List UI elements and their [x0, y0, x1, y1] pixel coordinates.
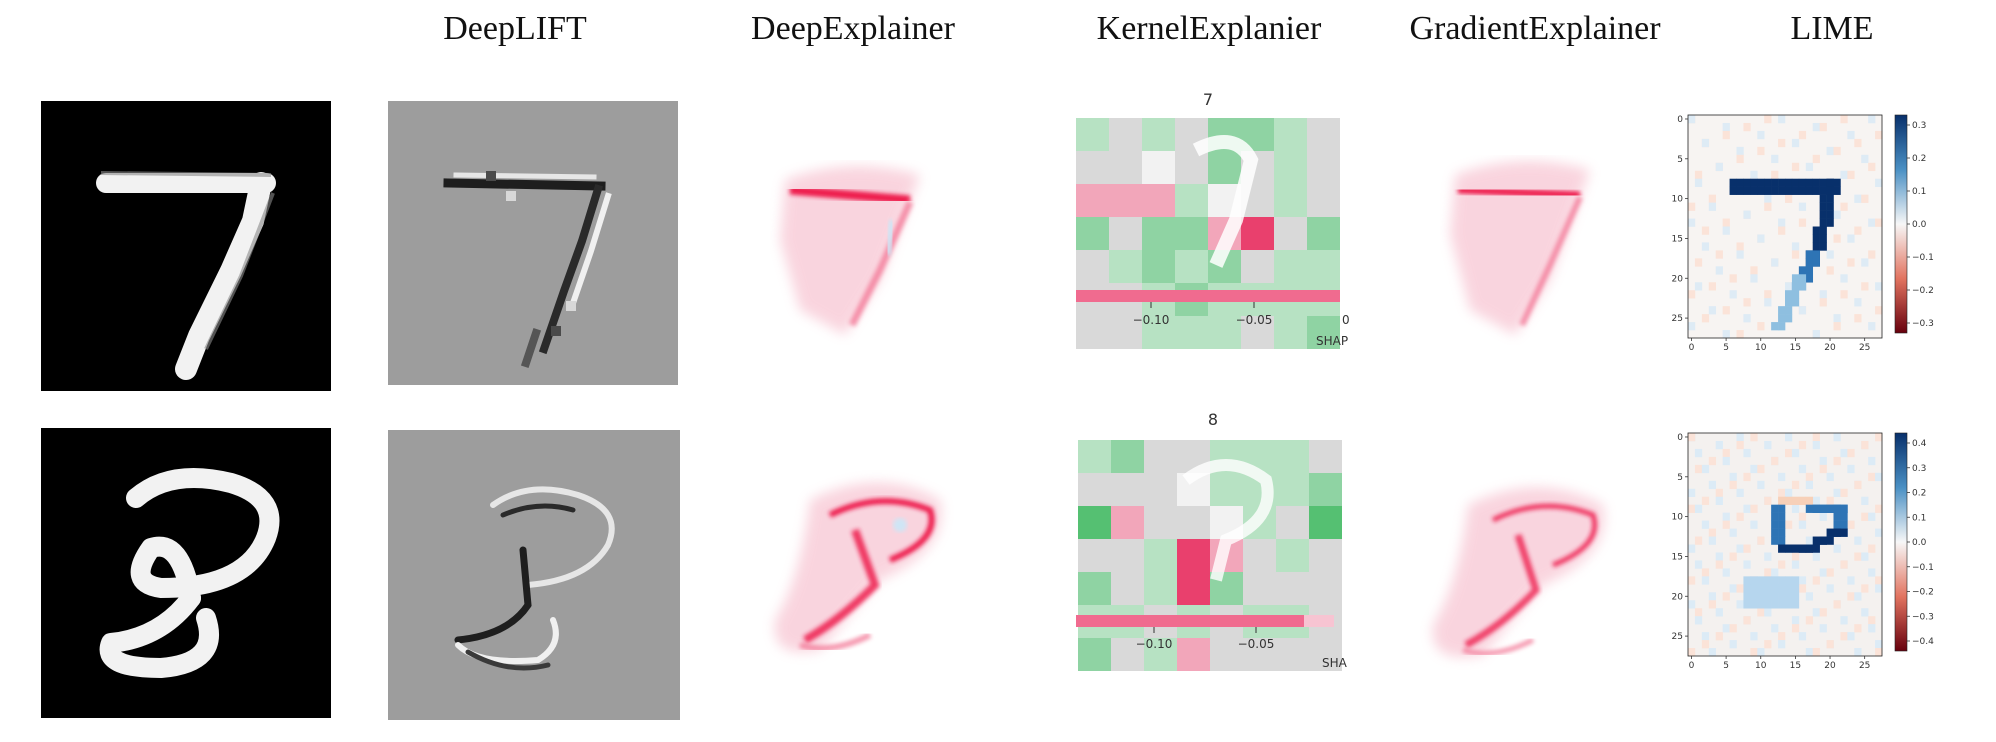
- row1-lime-colorbar-ticks: 0.3 0.2 0.1 0.0 −0.1 −0.2 −0.3: [1907, 121, 1934, 329]
- row2-kernel-xtick-1: −0.10: [1136, 637, 1173, 651]
- colorbar-tick: 0.0: [1912, 220, 1927, 230]
- colorbar-tick: −0.2: [1912, 588, 1934, 598]
- lime-ytick: 15: [1672, 234, 1683, 244]
- lime-ytick: 0: [1677, 115, 1683, 125]
- lime-xtick: 20: [1824, 343, 1836, 350]
- lime-xtick: 15: [1790, 343, 1801, 350]
- row2-input-digit-image: [41, 428, 331, 718]
- row1-lime-map: 0 0 5 5 10 10 15 15 20 20 25 25 0.3 0.2 0.1 0.0 −0.1 −0.…: [1660, 110, 1935, 350]
- lime-ytick: 10: [1672, 513, 1684, 523]
- row1-kernel-xtick-2: −0.05: [1236, 313, 1273, 327]
- row1-kernelexplainer-map: 7 −0.10 −0.05 0 SHAP: [1076, 90, 1356, 366]
- lime-xtick: 5: [1723, 343, 1729, 350]
- row1-lime-colorbar: [1894, 114, 1908, 334]
- header-lime: LIME: [1790, 10, 1874, 47]
- row1-lime-axis-ticks: 0 0 5 5 10 10 15 15 20 20 25 25: [1672, 115, 1871, 350]
- lime-xtick: 15: [1790, 661, 1801, 668]
- row1-kernel-xlabel: SHAP: [1316, 334, 1348, 348]
- lime-xtick: 0: [1689, 661, 1695, 668]
- row1-kernel-xtick-1: −0.10: [1133, 313, 1170, 327]
- lime-xtick: 0: [1689, 343, 1695, 350]
- lime-xtick: 25: [1859, 343, 1870, 350]
- colorbar-tick: 0.0: [1912, 538, 1927, 548]
- colorbar-tick: 0.1: [1912, 187, 1926, 197]
- lime-ytick: 25: [1672, 632, 1683, 642]
- colorbar-tick: 0.4: [1912, 439, 1927, 449]
- colorbar-tick: −0.3: [1912, 612, 1934, 622]
- lime-xtick: 20: [1824, 661, 1836, 668]
- lime-xtick: 25: [1859, 661, 1870, 668]
- lime-ytick: 5: [1677, 155, 1683, 165]
- row2-kernelexplainer-map: 8 −0.10 −0.05 SHA: [1076, 410, 1366, 690]
- colorbar-tick: 0.2: [1912, 489, 1926, 499]
- colorbar-tick: −0.4: [1912, 637, 1934, 647]
- lime-ytick: 20: [1672, 274, 1684, 284]
- colorbar-tick: 0.3: [1912, 464, 1926, 474]
- header-deepexplainer: DeepExplainer: [751, 10, 955, 47]
- header-gradientexplainer: GradientExplainer: [1409, 10, 1661, 47]
- lime-ytick: 10: [1672, 195, 1684, 205]
- row2-kernel-superpixel-grid: [1078, 440, 1342, 671]
- colorbar-tick: −0.1: [1912, 563, 1934, 573]
- lime-xtick: 5: [1723, 661, 1729, 668]
- row2-lime-colorbar: [1894, 432, 1908, 652]
- lime-ytick: 20: [1672, 592, 1684, 602]
- lime-ytick: 5: [1677, 473, 1683, 483]
- lime-xtick: 10: [1755, 661, 1767, 668]
- row2-kernel-xlabel: SHA: [1322, 656, 1348, 670]
- row1-input-digit-image: [41, 101, 331, 391]
- row2-kernel-xtick-2: −0.05: [1238, 637, 1275, 651]
- colorbar-tick: 0.2: [1912, 154, 1926, 164]
- lime-xtick: 10: [1755, 343, 1767, 350]
- row2-lime-colorbar-ticks: 0.4 0.3 0.2 0.1 0.0 −0.1 −0.2 −0.3 −0.4: [1907, 439, 1934, 647]
- colorbar-tick: 0.3: [1912, 121, 1926, 131]
- colorbar-tick: −0.1: [1912, 253, 1934, 263]
- row1-gradientexplainer-map: [1440, 155, 1610, 345]
- header-deeplift: DeepLIFT: [443, 10, 587, 47]
- lime-ytick: 0: [1677, 433, 1683, 443]
- row1-deeplift-map: [386, 101, 678, 385]
- row2-deepexplainer-map: [760, 470, 955, 675]
- row1-deepexplainer-map: [770, 160, 945, 345]
- colorbar-tick: 0.1: [1912, 513, 1926, 523]
- row2-lime-map: 0 0 5 5 10 10 15 15 20 20 25 25 0.4 0.3 0.2 0.1 0.0 −0.1…: [1660, 428, 1935, 668]
- colorbar-tick: −0.3: [1912, 319, 1934, 329]
- lime-ytick: 15: [1672, 552, 1683, 562]
- row2-kernel-title: 8: [1208, 410, 1218, 429]
- row1-kernel-superpixel-grid: [1076, 118, 1340, 349]
- row2-lime-axis-ticks: 0 0 5 5 10 10 15 15 20 20 25 25: [1672, 433, 1871, 668]
- lime-ytick: 25: [1672, 314, 1683, 324]
- row1-kernel-xtick-3: 0: [1342, 313, 1350, 327]
- row2-deeplift-map: [388, 430, 680, 720]
- row1-kernel-title: 7: [1203, 90, 1213, 109]
- colorbar-tick: −0.2: [1912, 286, 1934, 296]
- row2-gradientexplainer-map: [1418, 475, 1618, 675]
- header-kernelexplainer: KernelExplanier: [1096, 10, 1322, 47]
